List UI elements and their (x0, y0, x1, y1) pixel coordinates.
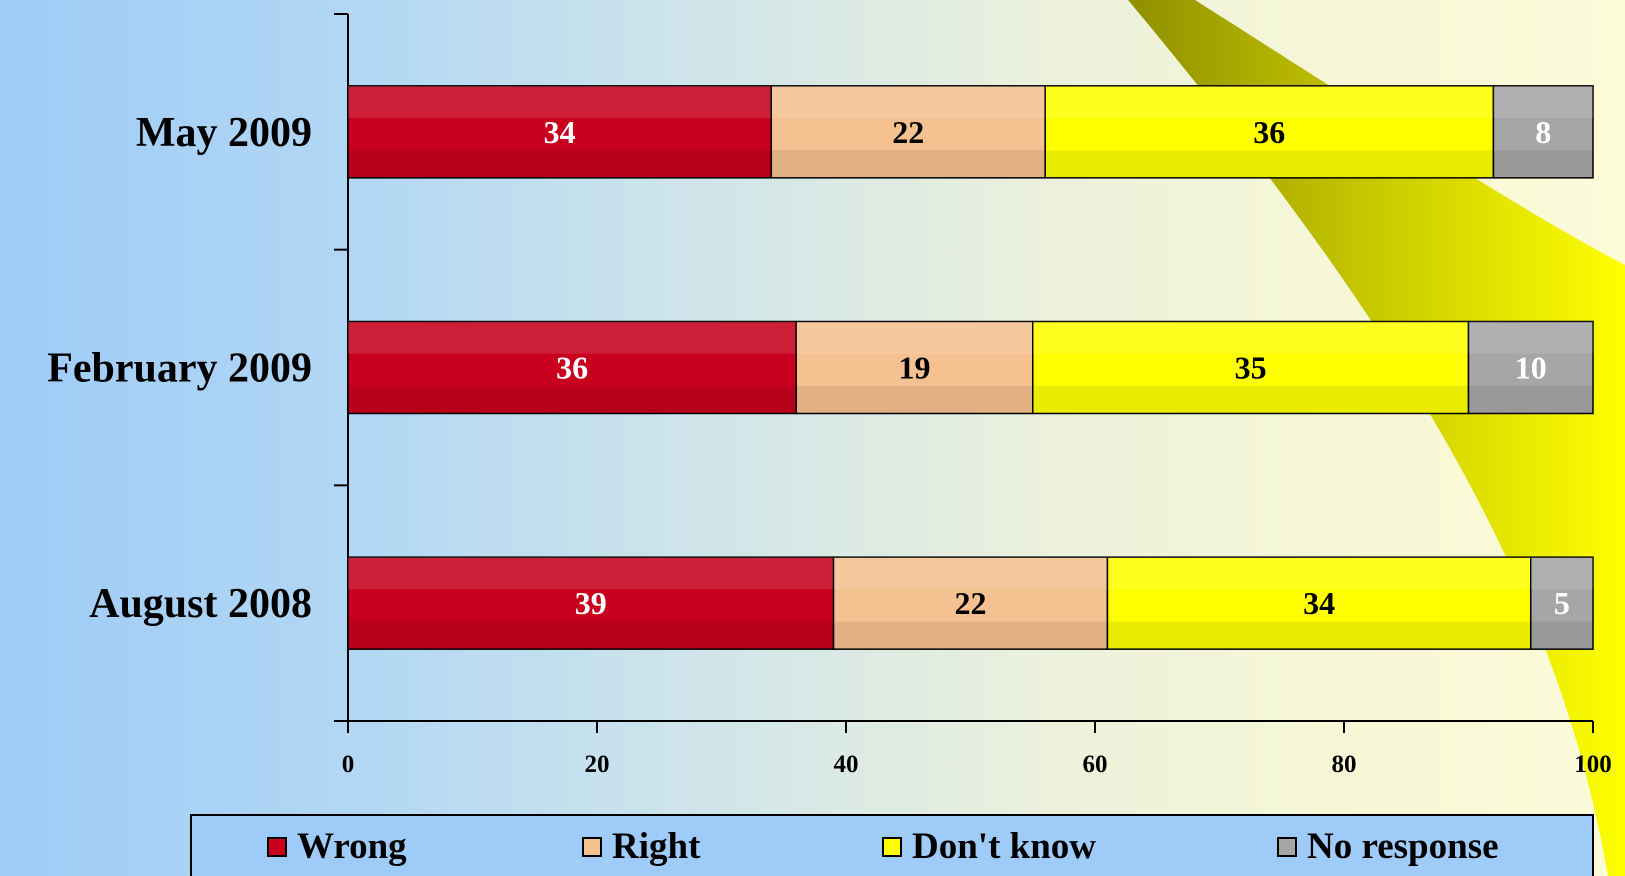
bar-segment-no-response (1530, 556, 1594, 650)
bar-highlight (348, 85, 772, 119)
bar-shade (771, 150, 1046, 178)
legend-item: Right (582, 828, 700, 865)
category-label: February 2009 (47, 346, 312, 392)
data-label: 19 (898, 350, 930, 386)
data-label: 34 (1303, 585, 1335, 621)
data-label: 35 (1235, 350, 1267, 386)
bar-shade (796, 385, 1033, 414)
bar-segment-right (770, 85, 1046, 179)
data-label: 22 (955, 585, 987, 621)
data-label: 36 (1253, 114, 1285, 150)
bar-highlight (1493, 85, 1593, 119)
data-label: 5 (1554, 585, 1570, 621)
legend-label: Wrong (297, 826, 407, 867)
bar-segment-wrong (347, 85, 773, 179)
bar-shade (1468, 385, 1593, 414)
x-tick-label: 100 (1574, 751, 1612, 778)
x-tick-label: 0 (342, 751, 355, 778)
data-label: 39 (575, 585, 607, 621)
legend-item: No response (1277, 828, 1499, 865)
bar-segment-no-response (1492, 85, 1594, 179)
legend-item: Wrong (267, 828, 407, 865)
bar-highlight (1468, 321, 1593, 354)
bar-highlight (1045, 85, 1494, 119)
decorative-swoosh (1128, 0, 1625, 876)
data-label: 36 (556, 350, 588, 386)
bar-segment-wrong (347, 320, 797, 415)
data-label: 34 (544, 114, 576, 150)
bar-shade (1032, 385, 1469, 414)
bar-highlight (348, 557, 834, 590)
legend-label: Right (612, 826, 701, 867)
bar-segment-no-response (1467, 320, 1594, 415)
bar-shade (1493, 150, 1593, 178)
legend: Wrong Right Don't know No response (190, 814, 1594, 876)
x-tick-label: 80 (1332, 751, 1357, 778)
data-label: 10 (1515, 350, 1547, 386)
bar-shade (1530, 621, 1593, 650)
bar-shade (833, 621, 1108, 650)
legend-swatch (882, 836, 902, 857)
legend-swatch (267, 836, 287, 857)
bar-segment-don-t-know (1032, 320, 1470, 415)
bar-segment-wrong (347, 556, 835, 650)
legend-swatch (1277, 836, 1297, 857)
bar-highlight (796, 321, 1033, 354)
legend-item: Don't know (882, 828, 1096, 865)
bar-shade (1107, 621, 1531, 650)
bar-highlight (348, 321, 797, 354)
legend-label: Don't know (912, 826, 1097, 867)
data-label: 8 (1535, 114, 1551, 150)
x-tick-label: 60 (1083, 751, 1108, 778)
bar-highlight (1107, 557, 1531, 590)
bar-highlight (1032, 321, 1469, 354)
bar-highlight (771, 85, 1046, 119)
bar-shade (1045, 150, 1494, 178)
bar-segment-don-t-know (1106, 556, 1532, 650)
x-tick-label: 20 (585, 751, 610, 778)
category-label: August 2008 (89, 581, 312, 627)
bar-highlight (833, 557, 1108, 590)
x-tick-label: 40 (834, 751, 859, 778)
bar-segment-don-t-know (1044, 85, 1495, 179)
bar-shade (348, 150, 772, 178)
bar-segment-right (795, 320, 1034, 415)
labels: May 2009 34 22 36 8 February 2009 36 19 35 10 Augu… (47, 110, 1570, 627)
bars (347, 85, 1594, 650)
bar-shade (348, 385, 797, 414)
category-label: May 2009 (136, 110, 312, 156)
bar-segment-right (832, 556, 1109, 650)
data-label: 22 (892, 114, 924, 150)
legend-label: No response (1307, 826, 1499, 867)
legend-swatch (582, 836, 602, 857)
bar-shade (348, 621, 834, 650)
bar-highlight (1530, 557, 1593, 590)
